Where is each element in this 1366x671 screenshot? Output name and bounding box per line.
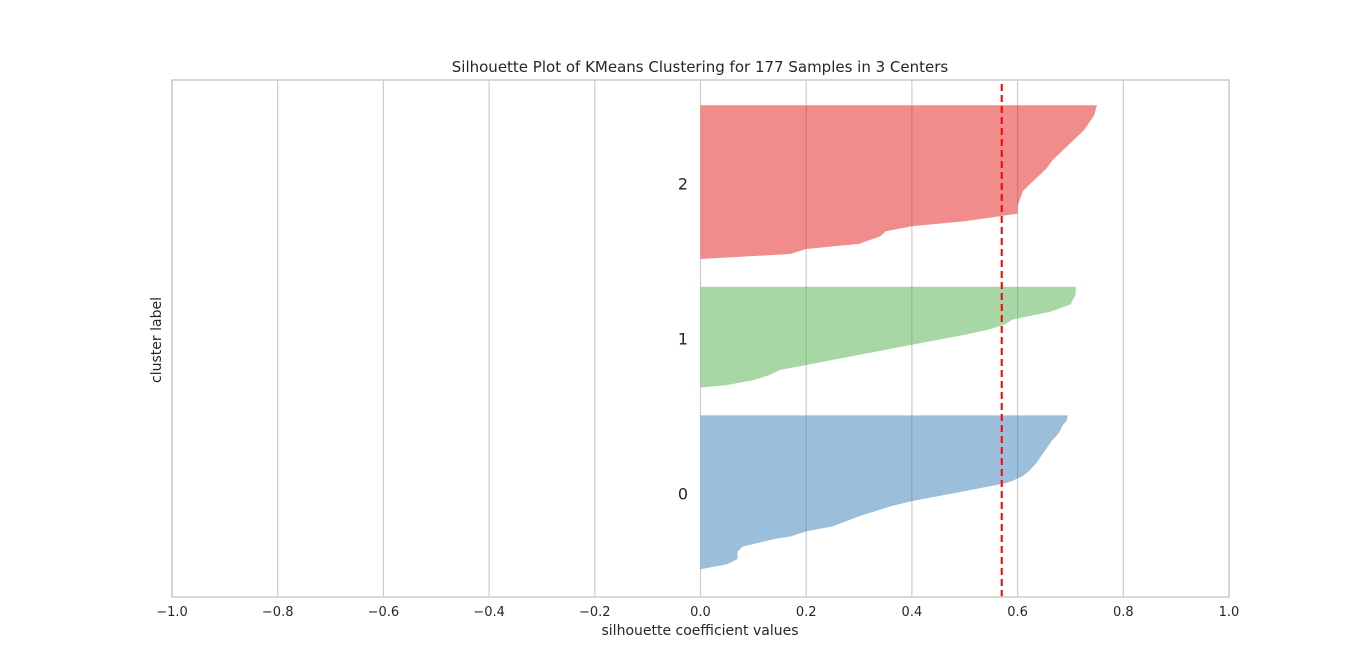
x-tick-label: 0.4	[902, 605, 923, 620]
cluster-label-0: 0	[678, 485, 688, 504]
chart-title: Silhouette Plot of KMeans Clustering for…	[452, 58, 949, 76]
cluster-1-silhouette	[700, 286, 1076, 391]
x-tick-label: 0.8	[1113, 605, 1134, 620]
cluster-0-silhouette	[700, 415, 1068, 572]
x-axis-label: silhouette coefficient values	[602, 623, 799, 639]
x-tick-label: −0.2	[579, 605, 611, 620]
x-tick-label: −0.8	[262, 605, 294, 620]
x-tick-label: 0.6	[1007, 605, 1028, 620]
x-tick-labels: −1.0 −0.8 −0.6 −0.4 −0.2 0.0 0.2 0.4 0.6 0.8 1.0	[156, 605, 1239, 620]
plot-frame	[171, 79, 1230, 598]
x-tick-label: −0.6	[368, 605, 400, 620]
cluster-2-silhouette	[700, 105, 1097, 262]
cluster-label-2: 2	[678, 174, 688, 193]
x-tick-label: 0.0	[690, 605, 711, 620]
cluster-labels: 0 1 2	[678, 174, 688, 503]
cluster-silhouettes	[700, 105, 1097, 572]
x-tick-label: 1.0	[1219, 605, 1240, 620]
cluster-label-1: 1	[678, 330, 688, 349]
x-tick-label: −1.0	[156, 605, 188, 620]
x-tick-label: −0.4	[473, 605, 505, 620]
x-tick-label: 0.2	[796, 605, 817, 620]
y-axis-label: cluster label	[149, 297, 165, 383]
